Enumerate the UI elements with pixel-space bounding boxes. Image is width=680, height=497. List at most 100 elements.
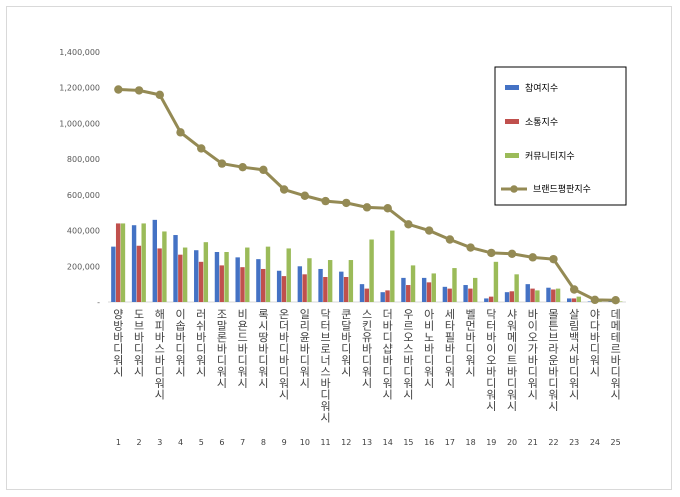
bar-1-4 [173,235,178,302]
brand-index-point-2 [134,86,144,95]
rank-label-12: 12 [341,438,351,447]
rank-label-10: 10 [300,438,310,447]
bar-3-8 [265,246,271,302]
brand-index-point-8 [259,165,268,175]
bar-1-18 [463,285,468,302]
bar-2-5 [198,261,204,302]
brand-index-point-7 [238,162,247,172]
bar-2-2 [136,245,142,302]
rank-label-5: 5 [199,438,204,447]
bar-3-12 [348,260,354,302]
bar-2-7 [240,267,245,302]
bar-2-6 [219,265,224,302]
rank-label-21: 21 [528,438,538,447]
bar-3-11 [327,260,333,302]
bar-2-10 [302,274,307,302]
bar-2-11 [323,277,328,302]
bar-1-13 [359,284,365,302]
bar-2-23 [571,298,577,302]
rank-label-13: 13 [362,438,372,447]
bar-3-23 [576,296,581,302]
brand-index-point-10 [300,191,310,200]
bar-1-20 [504,292,510,302]
rank-label-9: 9 [282,438,287,447]
bar-3-25 [618,301,623,302]
bar-1-23 [567,298,572,302]
brand-index-point-13 [362,203,372,212]
bar-3-6 [224,252,229,302]
bar-3-2 [141,223,146,302]
bar-2-8 [261,268,266,302]
bar-3-16 [431,273,436,302]
y-tick-label: 1,200,000 [59,84,100,93]
rank-label-19: 19 [486,438,496,447]
bar-3-10 [307,258,312,302]
bar-1-15 [401,277,406,302]
rank-label-23: 23 [569,438,579,447]
bar-2-3 [157,248,162,302]
bar-2-22 [551,289,556,302]
y-tick-label: - [97,298,100,307]
legend-label-4: 브랜드평판지수 [533,184,591,195]
bar-1-17 [442,286,448,302]
brand-index-point-1 [114,85,123,94]
bar-1-25 [608,301,613,302]
bar-2-21 [530,288,535,302]
legend-swatch-3 [505,153,519,158]
bar-3-24 [597,301,602,302]
bar-1-14 [380,292,385,302]
rank-label-11: 11 [320,438,330,447]
brand-index-point-3 [155,90,164,100]
rank-label-17: 17 [445,438,455,447]
y-tick-label: 600,000 [67,191,100,200]
brand-index-point-6 [217,159,227,168]
legend-label-1: 참여지수 [525,82,558,94]
bar-1-21 [525,284,530,302]
bar-1-1 [111,246,116,302]
rank-label-18: 18 [466,438,476,447]
bar-3-20 [514,274,519,302]
brand-index-point-17 [445,235,455,244]
bar-1-12 [339,271,344,302]
rank-label-16: 16 [424,438,434,447]
bar-3-13 [369,239,374,302]
brand-index-point-24 [590,295,600,305]
bar-3-14 [390,230,395,302]
brand-index-point-22 [549,254,558,264]
brand-index-point-16 [424,226,434,235]
bar-1-3 [152,219,157,302]
rank-label-15: 15 [403,438,413,447]
brand-index-point-20 [507,249,517,258]
rank-label-3: 3 [157,438,162,447]
brand-index-point-12 [342,198,351,208]
rank-label-1: 1 [116,438,121,447]
bar-2-16 [426,282,432,302]
brand-index-point-18 [466,243,475,252]
bar-1-24 [587,301,593,302]
bar-2-14 [385,290,390,302]
bar-1-19 [484,298,489,302]
y-tick-label: 1,000,000 [59,119,100,128]
bar-3-17 [452,268,457,302]
bar-2-4 [178,254,183,302]
rank-label-7: 7 [240,438,245,447]
bar-1-16 [421,277,427,302]
brand-index-point-14 [383,204,392,213]
bar-3-18 [473,277,478,302]
brand-index-point-19 [487,248,496,258]
bar-1-11 [318,268,323,302]
rank-label-2: 2 [137,438,142,447]
brand-index-point-15 [404,220,413,229]
y-tick-label: 200,000 [67,262,100,271]
